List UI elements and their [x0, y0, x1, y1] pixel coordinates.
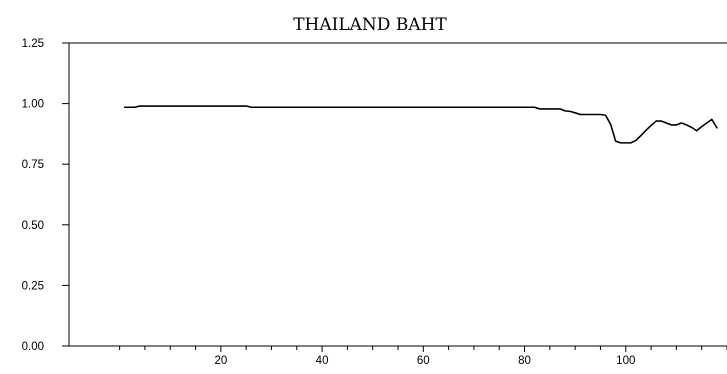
- y-tick-label: 0.50: [22, 220, 44, 232]
- x-tick-label: 40: [316, 355, 329, 367]
- y-tick-label: 0.25: [22, 280, 44, 292]
- y-tick-label: 1.25: [22, 38, 44, 50]
- x-tick-label: 20: [214, 355, 227, 367]
- y-tick-label: 0.00: [22, 341, 44, 353]
- y-axis-ticks: 0.00 0.25 0.50 0.75 1.00 1.25: [22, 38, 69, 353]
- y-tick-label: 1.00: [22, 99, 44, 111]
- x-tick-label: 100: [616, 355, 635, 367]
- x-tick-label: 80: [518, 355, 531, 367]
- series-line: [123, 105, 718, 144]
- x-tick-label: 60: [417, 355, 430, 367]
- chart-title: THAILAND BAHT: [293, 15, 447, 35]
- y-tick-label: 0.75: [22, 159, 44, 171]
- x-axis-ticks: 20 40 60 80 100: [119, 346, 727, 367]
